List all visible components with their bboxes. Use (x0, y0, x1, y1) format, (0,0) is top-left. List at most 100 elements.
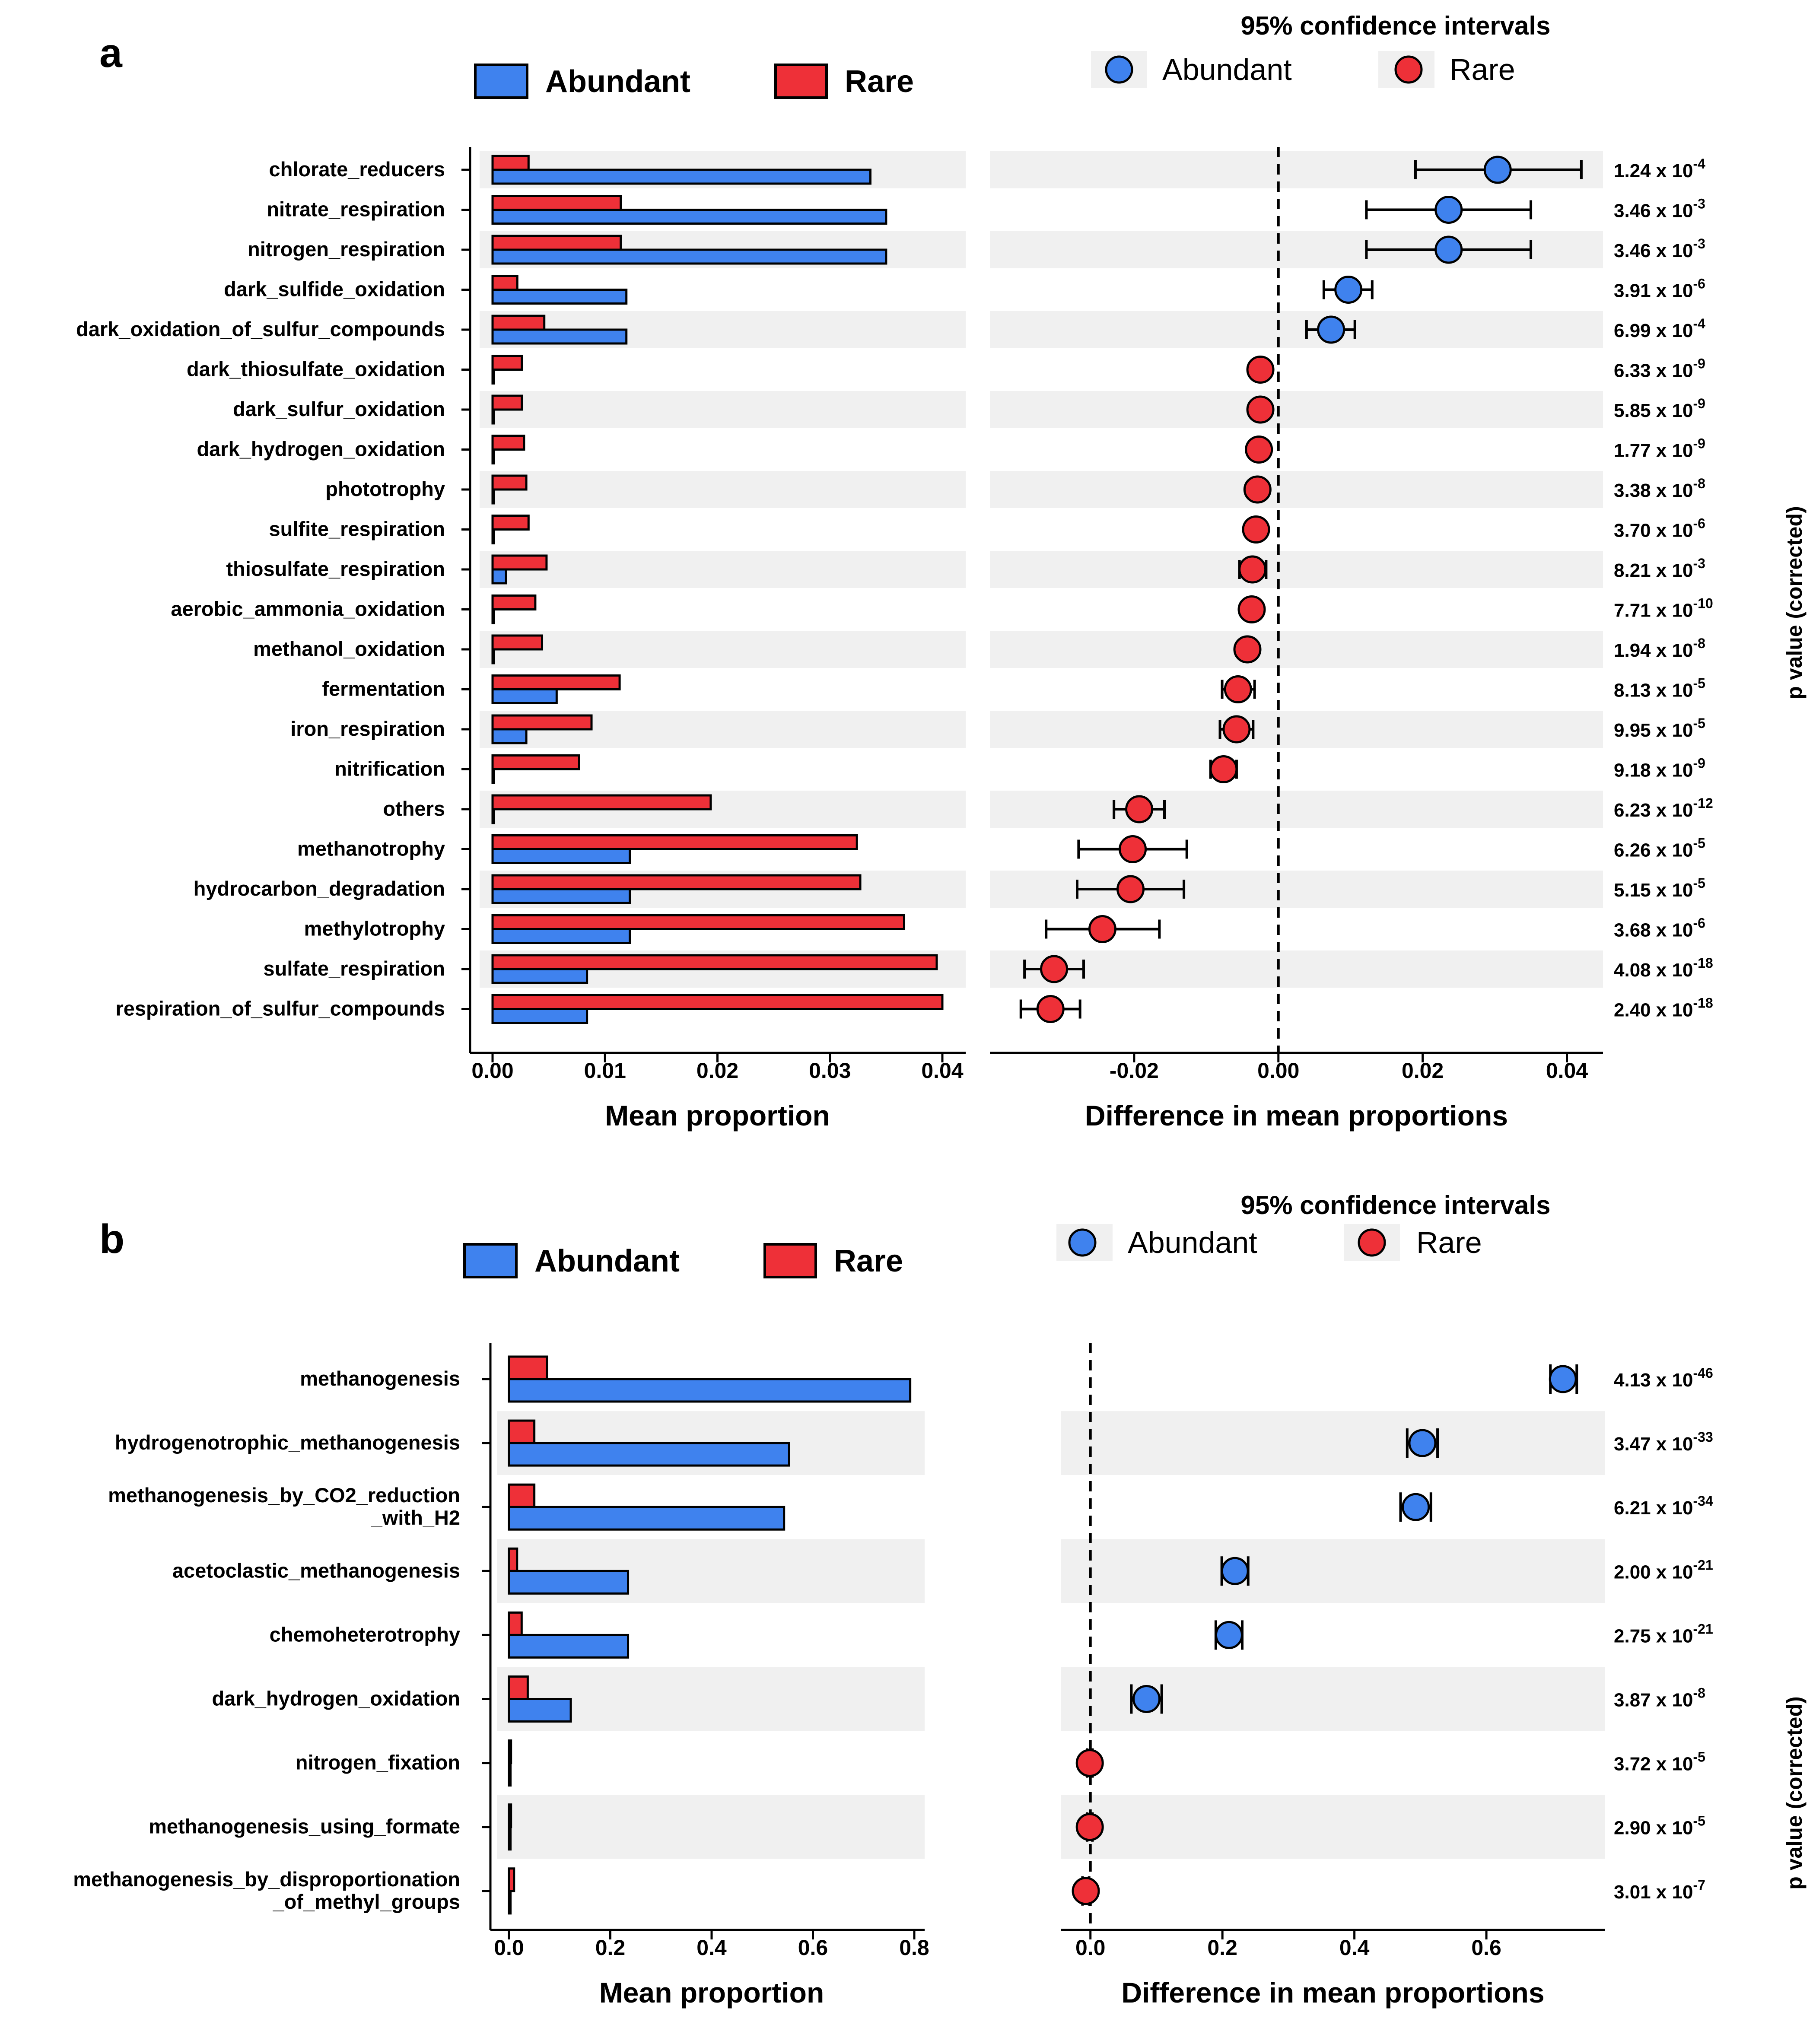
ci-row-stripe (990, 631, 1603, 668)
p-value-times: x 10 (1651, 1561, 1693, 1583)
ci-x-axis-label: Difference in mean proportions (1085, 1100, 1508, 1132)
ci-title: 95% confidence intervals (1241, 1191, 1551, 1220)
ci-x-axis-label: Difference in mean proportions (1121, 1977, 1544, 2009)
category-label: hydrogenotrophic_methanogenesis (115, 1431, 460, 1454)
bar-x-tick-label: 0.02 (697, 1059, 738, 1083)
p-value-mantissa: 8.21 (1614, 560, 1651, 581)
ci-x-tick-label: 0.00 (1257, 1059, 1299, 1083)
bar-x-tick-label: 0.03 (809, 1059, 851, 1083)
category-label: nitrogen_fixation (296, 1751, 460, 1774)
p-value-mantissa: 5.15 (1614, 880, 1651, 901)
ci-mean-point (1549, 1365, 1577, 1393)
p-value-exponent: -9 (1693, 756, 1705, 771)
p-value-exponent: -21 (1693, 1621, 1713, 1637)
p-value-label: 3.68 x 10-6 (1614, 916, 1705, 941)
panel-a: a 95% confidence intervals Abundant Rare Abu… (76, 11, 1806, 1132)
ci-mean-point (1434, 196, 1463, 224)
p-value-exponent: -9 (1693, 356, 1705, 372)
category-label: iron_respiration (290, 717, 445, 740)
ci-mean-point (1088, 915, 1116, 943)
legend-swatch-rare (774, 64, 828, 99)
category-label: _with_H2 (371, 1506, 460, 1529)
abundant-bar (491, 369, 495, 385)
p-value-times: x 10 (1651, 200, 1693, 222)
p-value-label: 6.26 x 10-5 (1614, 836, 1705, 861)
abundant-bar (491, 488, 495, 505)
rare-bar (491, 954, 938, 970)
p-value-times: x 10 (1651, 320, 1693, 341)
category-label: methanogenesis (300, 1367, 460, 1390)
p-value-mantissa: 2.40 (1614, 1000, 1651, 1021)
abundant-bar (491, 728, 528, 744)
p-value-exponent: -5 (1693, 836, 1705, 851)
p-value-times: x 10 (1651, 920, 1693, 941)
p-value-mantissa: 3.46 (1614, 200, 1651, 222)
p-value-exponent: -18 (1693, 995, 1713, 1011)
p-value-axis-title: p value (corrected) (1782, 1696, 1806, 1889)
category-label: aerobic_ammonia_oxidation (171, 598, 445, 620)
abundant-bar (491, 608, 495, 624)
abundant-bar (491, 848, 631, 864)
category-label: respiration_of_sulfur_compounds (115, 997, 445, 1020)
ci-row-stripe (990, 391, 1603, 428)
ci-mean-point (1317, 315, 1345, 344)
p-value-label: 4.08 x 10-18 (1614, 955, 1713, 981)
ci-row-stripe (1061, 1411, 1605, 1475)
p-value-times: x 10 (1651, 680, 1693, 701)
ci-row-stripe (1061, 1795, 1605, 1859)
abundant-bar (508, 1570, 630, 1595)
p-value-label: 6.33 x 10-9 (1614, 356, 1705, 381)
p-value-exponent: -5 (1693, 676, 1705, 691)
p-value-mantissa: 3.91 (1614, 280, 1651, 302)
p-value-times: x 10 (1651, 400, 1693, 421)
ci-mean-point (1075, 1813, 1104, 1841)
abundant-bar (491, 688, 558, 704)
ci-mean-point (1222, 715, 1251, 744)
p-value-times: x 10 (1651, 960, 1693, 981)
category-label: methanogenesis_by_CO2_reduction (108, 1484, 460, 1507)
p-value-mantissa: 6.21 (1614, 1497, 1651, 1519)
p-value-label: 5.85 x 10-9 (1614, 396, 1705, 421)
category-label: dark_hydrogen_oxidation (197, 438, 445, 461)
rare-bar (491, 355, 523, 371)
p-value-mantissa: 9.95 (1614, 720, 1651, 741)
category-label: sulfate_respiration (263, 957, 445, 980)
p-value-exponent: -3 (1693, 556, 1705, 571)
legend-label-rare: Rare (845, 64, 914, 99)
bar-x-tick-label: 0.01 (584, 1059, 626, 1083)
rare-bar (491, 235, 622, 251)
p-value-times: x 10 (1651, 1690, 1693, 1711)
p-value-times: x 10 (1651, 560, 1693, 581)
bar-x-tick-label: 0.00 (471, 1059, 513, 1083)
rare-bar (508, 1803, 512, 1828)
category-label: methanogenesis_using_formate (149, 1815, 460, 1838)
p-value-label: 9.18 x 10-9 (1614, 756, 1705, 781)
ci-x-tick-label: 0.2 (1207, 1936, 1237, 1960)
ci-mean-point (1243, 475, 1272, 504)
legend-swatch-abundant (463, 1243, 518, 1278)
ci-row-stripe (990, 791, 1603, 828)
p-value-label: 8.13 x 10-5 (1614, 676, 1705, 701)
p-value-mantissa: 4.13 (1614, 1370, 1651, 1391)
p-value-times: x 10 (1651, 760, 1693, 781)
abundant-bar (491, 1008, 588, 1024)
abundant-bar (491, 968, 588, 984)
p-value-label: 3.72 x 10-5 (1614, 1749, 1705, 1775)
category-label: thiosulfate_respiration (226, 557, 445, 580)
abundant-bar (508, 1442, 790, 1467)
category-label: chemoheterotrophy (270, 1623, 460, 1646)
p-value-mantissa: 7.71 (1614, 600, 1651, 621)
ci-mean-point (1483, 156, 1512, 184)
rare-bar (491, 874, 862, 890)
ci-mean-point (1119, 835, 1147, 863)
p-value-mantissa: 1.24 (1614, 160, 1651, 181)
p-value-label: 3.38 x 10-8 (1614, 476, 1705, 501)
p-value-mantissa: 1.94 (1614, 640, 1651, 661)
legend-ci-label-rare: Rare (1416, 1226, 1482, 1259)
p-value-exponent: -4 (1693, 156, 1706, 172)
ci-mean-point (1075, 1749, 1104, 1777)
abundant-bar (491, 888, 631, 904)
rare-bar (491, 275, 518, 291)
p-value-exponent: -5 (1693, 875, 1705, 891)
